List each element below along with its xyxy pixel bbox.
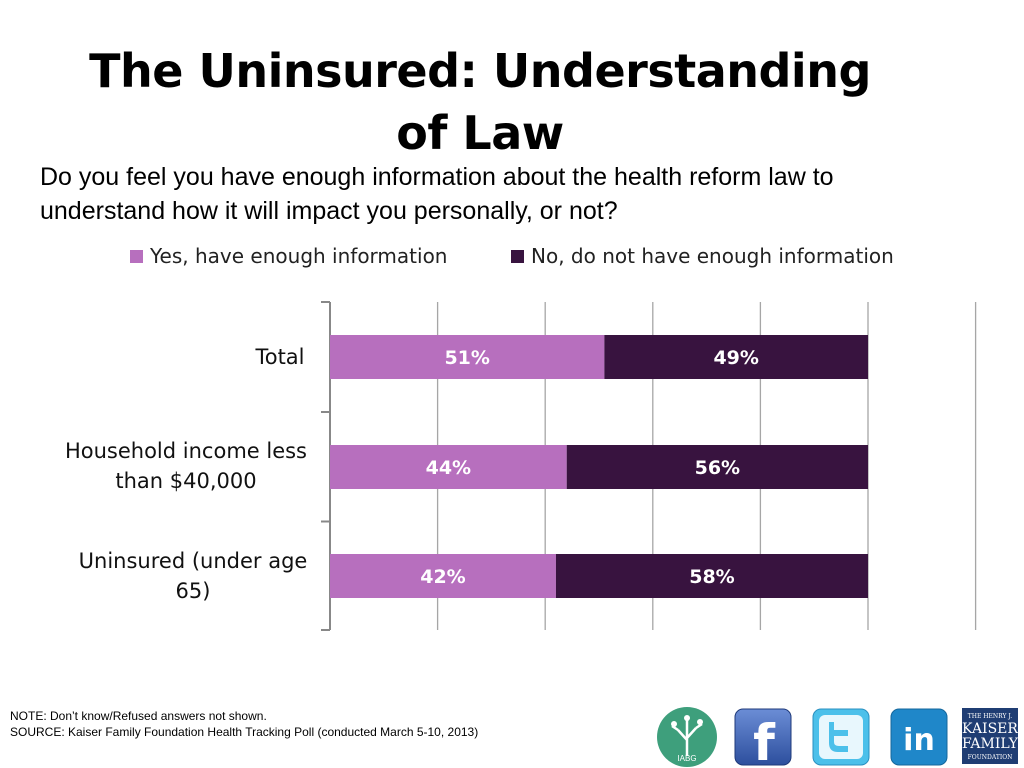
data-label: 58% [689,566,734,588]
data-label: 42% [420,566,465,588]
twitter-icon[interactable] [812,708,870,766]
category-label-total: Total [255,345,305,369]
bar-yes [330,335,605,379]
footer-source: SOURCE: Kaiser Family Foundation Health … [10,725,479,739]
bar-yes [330,554,556,598]
bar-no [555,554,868,598]
bar-no [566,445,868,489]
legend-label-yes: Yes, have enough information [150,244,448,268]
bar-no [604,335,868,379]
linkedin-icon[interactable]: in [890,708,948,766]
linkedin-glyph: in [903,723,935,758]
data-label: 51% [444,347,489,369]
data-label: 56% [695,457,740,479]
kff-line4: FOUNDATION [968,754,1013,761]
facebook-glyph: f [753,714,776,766]
footer: NOTE: Don’t know/Refused answers not sho… [10,708,478,740]
category-label-income: Household income less than $40,000 [64,439,308,493]
data-label: 49% [713,347,758,369]
survey-question: Do you feel you have enough information … [40,163,834,225]
bar-yes [330,445,567,489]
legend-swatch-yes [130,249,143,263]
legend-label-no: No, do not have enough information [531,244,894,268]
iabg-tree-icon[interactable]: IABG [656,706,718,768]
iabg-label: IABG [677,754,696,763]
kff-line2: KAISER [962,721,1018,737]
legend-swatch-no [511,249,524,263]
kff-logo[interactable]: THE HENRY J. KAISER FAMILY FOUNDATION [962,708,1018,764]
category-label-uninsured: Uninsured (under age 65) [78,549,308,603]
kff-line1: THE HENRY J. [968,713,1013,720]
chart-title: The Uninsured: Understanding of Law [89,44,871,160]
footer-note: NOTE: Don’t know/Refused answers not sho… [10,709,267,723]
data-label: 44% [426,457,471,479]
legend-item-no: No, do not have enough information [511,244,894,268]
kff-line3: FAMILY [962,736,1018,752]
legend-item-yes: Yes, have enough information [130,244,447,268]
facebook-icon[interactable]: f [734,708,792,766]
